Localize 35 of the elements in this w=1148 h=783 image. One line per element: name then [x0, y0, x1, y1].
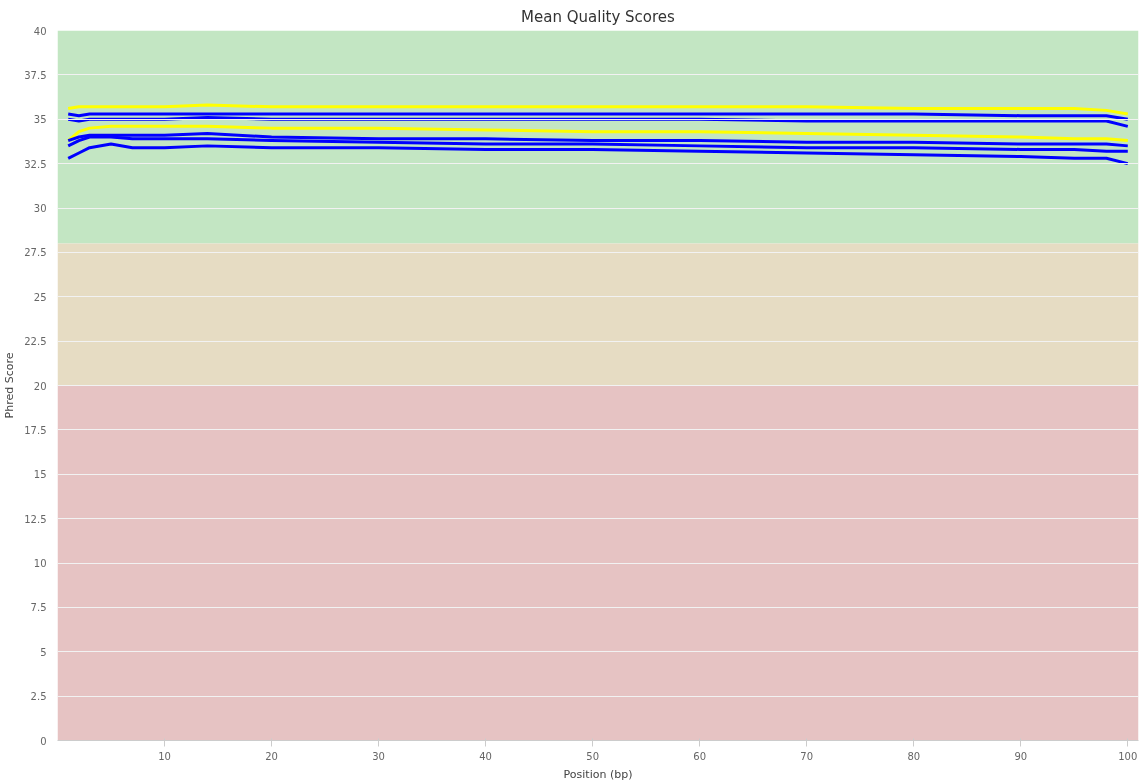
x-tick-label: 40 [479, 750, 492, 762]
x-tick-label: 20 [265, 750, 278, 762]
y-tick-label: 7.5 [30, 602, 47, 614]
chart-title: Mean Quality Scores [521, 7, 676, 26]
x-tick-label: 50 [586, 750, 600, 762]
y-tick-label: 0 [40, 735, 47, 747]
y-tick-label: 5 [40, 646, 47, 658]
y-tick-label: 35 [33, 114, 47, 126]
y-tick-label: 32.5 [24, 158, 47, 170]
x-tick-label: 70 [800, 750, 814, 762]
y-tick-label: 2.5 [30, 691, 47, 703]
line-series [66, 135, 1130, 153]
y-axis-title: Phred Score [3, 352, 17, 419]
y-tick-label: 15 [33, 469, 47, 481]
y-tick-label: 20 [33, 380, 47, 392]
x-tick-label: 60 [693, 750, 707, 762]
x-tick-label: 100 [1118, 750, 1138, 762]
y-tick-label: 27.5 [24, 247, 47, 259]
line-series [66, 142, 1130, 166]
x-tick-label: 30 [372, 750, 385, 762]
y-tick-label: 12.5 [24, 513, 47, 525]
x-tick-label: 90 [1014, 750, 1028, 762]
y-tick-label: 30 [33, 203, 47, 214]
y-tick-label: 22.5 [24, 336, 47, 348]
line-series [66, 124, 1130, 143]
y-tick-label: 10 [33, 558, 47, 569]
x-tick-label: 80 [907, 750, 921, 762]
line-series [66, 115, 1130, 128]
y-tick-label: 17.5 [24, 424, 47, 436]
line-series [66, 103, 1130, 116]
y-tick-label: 40 [33, 25, 47, 37]
x-axis-title: Position (bp) [563, 767, 633, 781]
y-tick-label: 25 [33, 291, 47, 303]
y-tick-label: 37.5 [24, 69, 47, 81]
x-tick-label: 10 [158, 750, 171, 762]
